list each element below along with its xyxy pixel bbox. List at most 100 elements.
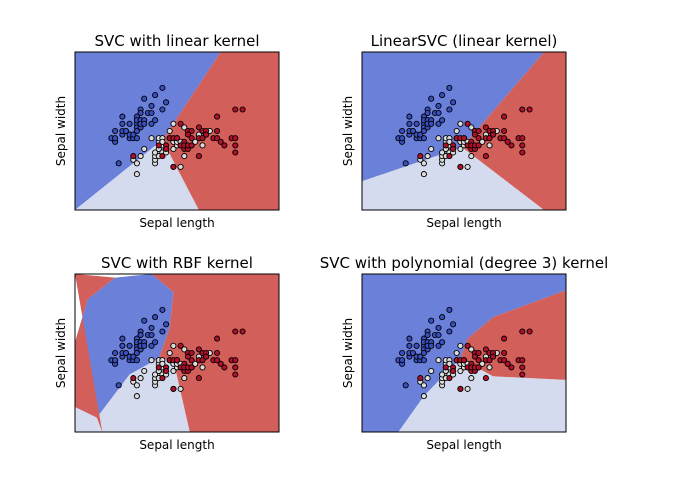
data-point-class-1: [152, 149, 159, 156]
y-axis-label: Sepal width: [341, 96, 355, 166]
data-point-class-1: [468, 153, 475, 160]
data-point-class-0: [450, 321, 457, 328]
data-point-class-1: [177, 385, 184, 392]
data-point-class-2: [184, 131, 191, 138]
data-point-class-1: [435, 135, 442, 142]
data-point-class-1: [170, 367, 177, 375]
data-point-class-1: [148, 135, 155, 142]
data-point-class-1: [137, 153, 144, 160]
data-point-class-2: [232, 135, 239, 142]
data-point-class-2: [188, 127, 195, 135]
data-point-class-0: [119, 113, 126, 120]
data-point-class-0: [137, 331, 144, 339]
subplot-title: SVC with RBF kernel: [101, 254, 253, 272]
data-point-class-1: [446, 360, 453, 367]
data-point-class-0: [141, 317, 148, 324]
subplot-svc-linear: SVC with linear kernel Sepal length Sepa…: [54, 32, 280, 230]
data-point-class-2: [501, 127, 508, 135]
data-point-class-2: [519, 142, 526, 149]
data-point-class-1: [420, 160, 427, 167]
data-point-class-0: [148, 342, 155, 349]
decision-region-class-0: [362, 274, 566, 432]
data-point-class-2: [195, 153, 202, 160]
data-point-class-2: [203, 353, 210, 360]
data-point-class-2: [501, 335, 508, 342]
data-point-class-2: [508, 364, 515, 371]
data-point-class-0: [406, 113, 413, 120]
data-point-class-2: [155, 364, 162, 371]
data-point-class-1: [486, 142, 493, 149]
data-point-class-2: [155, 142, 162, 149]
data-point-class-1: [152, 371, 159, 378]
data-point-class-1: [457, 342, 464, 349]
data-point-class-0: [141, 95, 148, 102]
data-point-class-0: [130, 353, 137, 360]
data-point-class-1: [192, 360, 199, 367]
data-point-class-2: [508, 142, 515, 149]
data-point-class-1: [424, 375, 431, 382]
data-point-class-2: [486, 135, 493, 142]
data-point-class-0: [413, 342, 420, 349]
data-point-class-0: [163, 99, 170, 106]
data-point-class-2: [501, 349, 508, 357]
data-point-class-2: [217, 138, 224, 145]
data-point-class-0: [435, 331, 442, 339]
data-point-class-2: [173, 357, 181, 364]
data-point-class-0: [420, 357, 427, 364]
subplot-linearsvc: LinearSVC (linear kernel) Sepal length S…: [341, 32, 567, 230]
data-point-class-0: [163, 321, 170, 328]
data-point-class-2: [232, 142, 239, 149]
data-point-class-2: [177, 120, 184, 127]
data-point-class-1: [166, 349, 173, 357]
data-point-class-0: [133, 127, 140, 135]
data-point-class-2: [519, 364, 526, 371]
data-point-class-0: [133, 357, 140, 364]
data-point-class-1: [468, 124, 475, 131]
data-point-class-2: [232, 106, 239, 113]
plot-area: [75, 52, 279, 210]
data-point-class-1: [468, 346, 475, 353]
data-point-class-0: [159, 84, 166, 91]
data-point-class-0: [435, 342, 442, 349]
data-point-class-2: [526, 328, 533, 335]
data-point-class-2: [526, 106, 533, 113]
data-point-class-0: [119, 342, 126, 349]
data-point-class-2: [464, 342, 471, 349]
data-point-class-0: [133, 349, 140, 357]
subplot-svc-poly: SVC with polynomial (degree 3) kernel Se…: [320, 254, 609, 452]
data-point-class-2: [214, 127, 221, 135]
data-point-class-0: [126, 342, 133, 349]
y-axis-label: Sepal width: [54, 96, 68, 166]
data-point-class-1: [428, 367, 435, 375]
data-point-class-2: [199, 357, 206, 364]
data-point-class-2: [471, 131, 478, 138]
data-point-class-0: [420, 135, 427, 142]
subplot-title: SVC with linear kernel: [95, 32, 260, 50]
data-point-class-1: [420, 171, 427, 178]
data-point-class-1: [464, 163, 471, 170]
data-point-class-0: [115, 382, 122, 389]
data-point-class-1: [457, 120, 464, 127]
x-axis-label: Sepal length: [139, 216, 214, 230]
data-point-class-1: [141, 145, 148, 153]
data-point-class-2: [188, 135, 195, 142]
data-point-class-1: [453, 127, 460, 135]
axes-frame: [361, 51, 567, 211]
data-point-class-1: [479, 138, 486, 145]
data-point-class-2: [457, 385, 464, 392]
data-point-class-2: [159, 153, 166, 160]
plot-area: [362, 274, 566, 432]
data-point-class-2: [482, 124, 489, 131]
data-point-class-1: [133, 393, 140, 400]
data-point-class-0: [428, 120, 435, 127]
decision-region-class-2: [75, 274, 116, 432]
data-point-class-1: [170, 342, 177, 349]
data-point-class-2: [490, 131, 497, 138]
data-point-class-1: [137, 375, 144, 382]
data-point-class-0: [112, 349, 119, 357]
data-point-class-2: [519, 106, 526, 113]
data-point-class-1: [181, 346, 188, 353]
data-point-class-0: [152, 92, 159, 99]
data-point-class-1: [420, 393, 427, 400]
data-point-class-0: [152, 339, 159, 346]
